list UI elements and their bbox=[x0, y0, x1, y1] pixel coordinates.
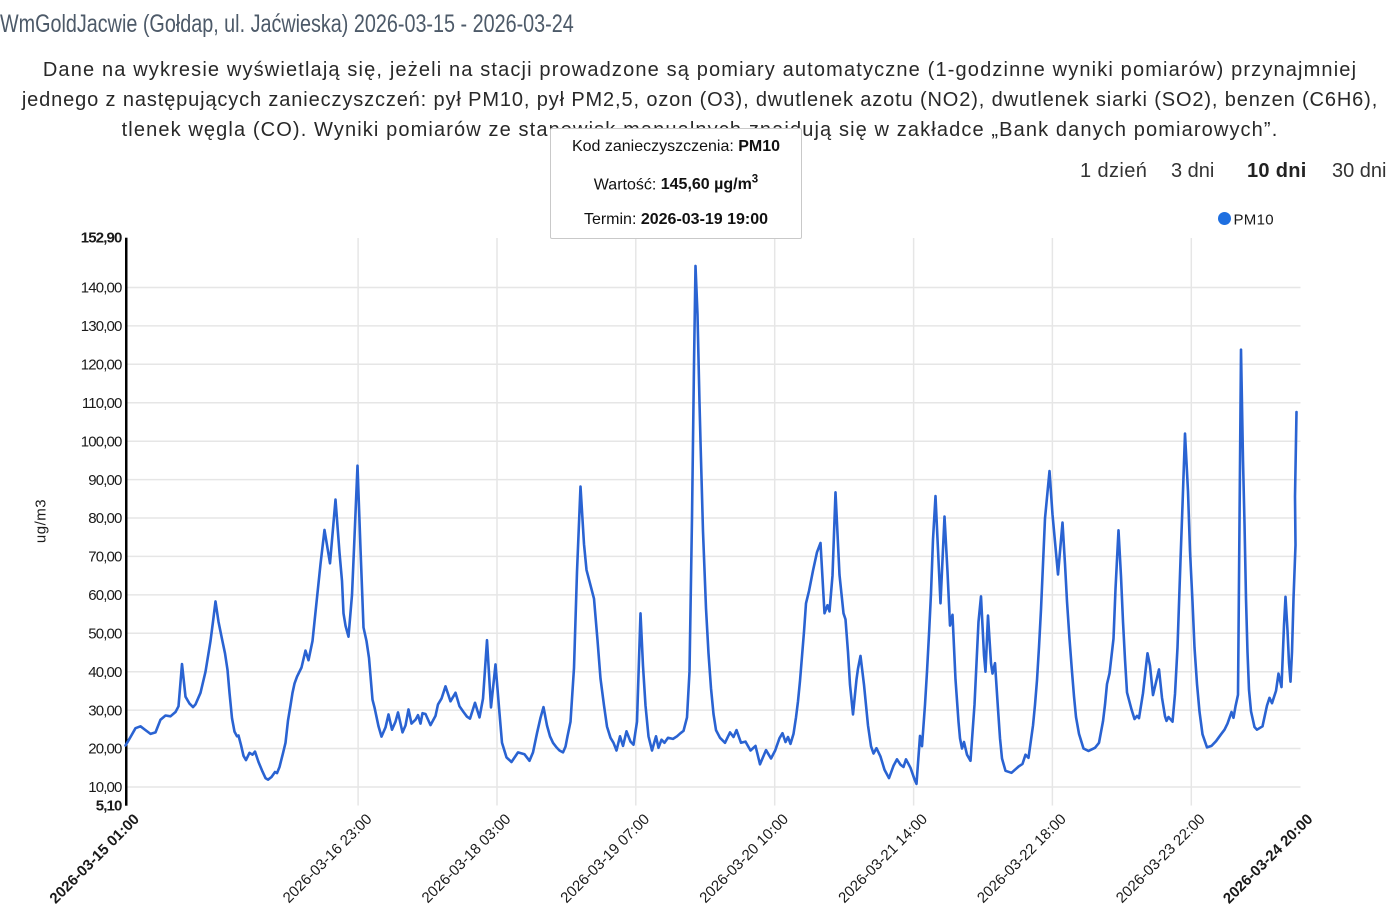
svg-text:2026-03-19 07:00: 2026-03-19 07:00 bbox=[557, 811, 653, 905]
svg-text:140,00: 140,00 bbox=[81, 280, 122, 297]
svg-text:2026-03-22 18:00: 2026-03-22 18:00 bbox=[974, 811, 1070, 905]
svg-text:20,00: 20,00 bbox=[88, 741, 122, 758]
svg-text:110,00: 110,00 bbox=[82, 395, 122, 412]
svg-text:40,00: 40,00 bbox=[88, 664, 122, 681]
svg-text:100,00: 100,00 bbox=[81, 433, 122, 450]
svg-text:130,00: 130,00 bbox=[81, 318, 122, 335]
svg-text:60,00: 60,00 bbox=[88, 587, 122, 604]
svg-text:2026-03-20 10:00: 2026-03-20 10:00 bbox=[696, 811, 792, 905]
svg-text:120,00: 120,00 bbox=[81, 357, 122, 374]
svg-text:2026-03-24 20:00: 2026-03-24 20:00 bbox=[1220, 811, 1316, 905]
svg-text:PM10: PM10 bbox=[1234, 212, 1274, 229]
svg-text:5,10: 5,10 bbox=[96, 798, 122, 815]
svg-text:2026-03-23 22:00: 2026-03-23 22:00 bbox=[1113, 811, 1209, 905]
svg-text:ug/m3: ug/m3 bbox=[33, 499, 50, 543]
svg-text:2026-03-15 01:00: 2026-03-15 01:00 bbox=[46, 811, 142, 905]
svg-text:80,00: 80,00 bbox=[88, 510, 122, 527]
svg-text:2026-03-18 03:00: 2026-03-18 03:00 bbox=[419, 811, 515, 905]
svg-text:152,90: 152,90 bbox=[81, 230, 122, 247]
svg-text:50,00: 50,00 bbox=[88, 626, 122, 643]
svg-text:30,00: 30,00 bbox=[88, 702, 122, 719]
svg-text:70,00: 70,00 bbox=[88, 549, 122, 566]
svg-text:90,00: 90,00 bbox=[88, 472, 122, 489]
svg-text:2026-03-16 23:00: 2026-03-16 23:00 bbox=[280, 811, 376, 905]
svg-text:2026-03-21 14:00: 2026-03-21 14:00 bbox=[835, 811, 931, 905]
svg-text:10,00: 10,00 bbox=[88, 779, 122, 796]
